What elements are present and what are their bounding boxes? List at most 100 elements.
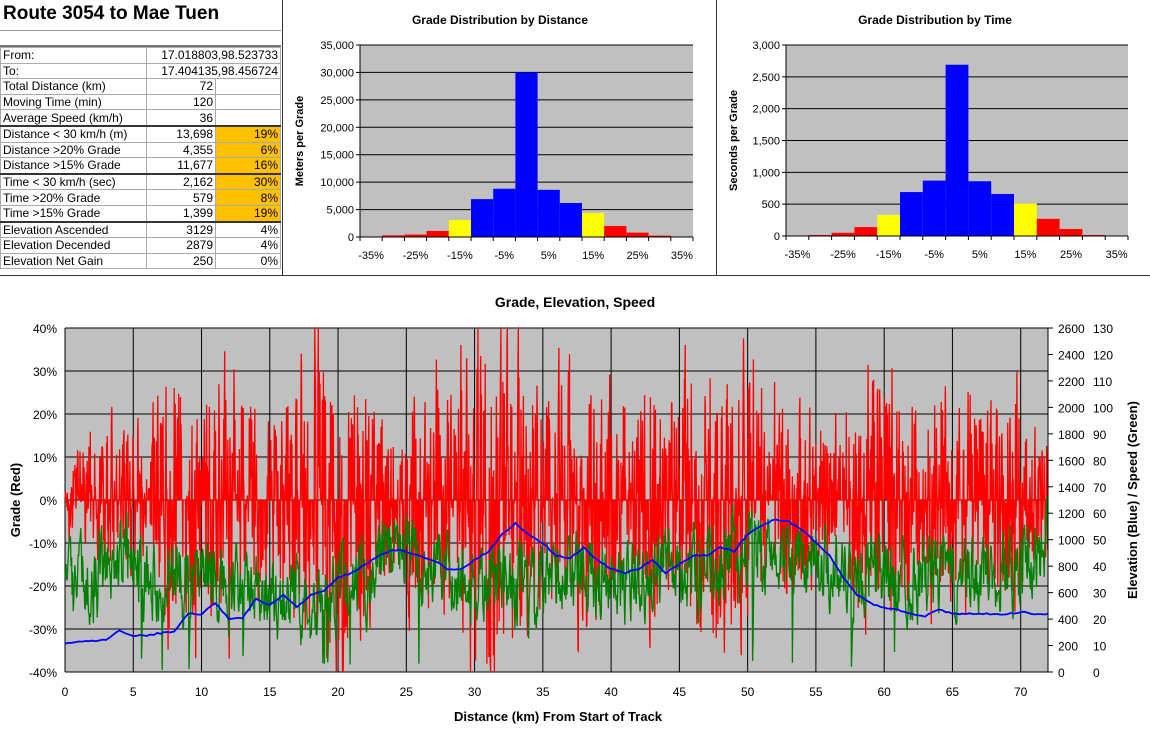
x-tick-label: 35 xyxy=(536,685,550,699)
y2-elevation-tick-label: 2400 xyxy=(1058,348,1085,362)
bar-20% xyxy=(1036,218,1060,236)
divider xyxy=(282,0,283,275)
stats-row: From: 17.018803,98.523733 xyxy=(0,47,281,64)
x-tick-label: 60 xyxy=(877,685,891,699)
stats-row: Average Speed (km/h) 36 xyxy=(0,109,281,127)
y-axis-title: Seconds per Grade xyxy=(728,90,740,191)
chart-title: Grade, Elevation, Speed xyxy=(495,294,655,310)
y2-elevation-tick-label: 2600 xyxy=(1058,322,1085,336)
y-tick-label: 20% xyxy=(33,408,57,422)
x-tick-label: 10 xyxy=(195,685,209,699)
bar--5% xyxy=(493,188,516,237)
bar-20% xyxy=(604,226,627,237)
bar--30% xyxy=(382,235,405,237)
y-tick-label: -10% xyxy=(29,537,57,551)
stats-row: Distance < 30 km/h (m) 13,698 19% xyxy=(0,124,281,143)
y2-elevation-tick-label: 400 xyxy=(1058,613,1078,627)
y2-elevation-tick-label: 2000 xyxy=(1058,401,1085,415)
stats-row: Elevation Ascended 3129 4% xyxy=(0,220,281,239)
y2-speed-tick-label: 70 xyxy=(1093,481,1107,495)
x-axis-title: Distance (km) From Start of Track xyxy=(454,709,663,724)
bar-15% xyxy=(582,212,605,237)
bar--10% xyxy=(900,192,923,236)
stat-percent: 0% xyxy=(215,252,281,270)
bar-25% xyxy=(626,232,649,237)
bar-15% xyxy=(1014,203,1037,236)
x-tick-label: 5% xyxy=(541,250,557,262)
stat-percent: 6% xyxy=(215,141,281,159)
stats-row: Elevation Decended 2879 4% xyxy=(0,237,281,254)
y-tick-label: 40% xyxy=(33,322,57,336)
y2-speed-tick-label: 10 xyxy=(1093,640,1107,654)
bar--10% xyxy=(471,199,494,237)
y2-elevation-tick-label: 1000 xyxy=(1058,534,1085,548)
y2-elevation-tick-label: 2200 xyxy=(1058,375,1085,389)
y-tick-label: 10% xyxy=(33,451,57,465)
x-tick-label: 35% xyxy=(671,250,693,262)
y-axis-title: Grade (Red) xyxy=(8,463,23,537)
y2-speed-tick-label: 50 xyxy=(1093,534,1107,548)
x-tick-label: 30 xyxy=(468,685,482,699)
y2-elevation-tick-label: 1200 xyxy=(1058,507,1085,521)
elevation-series-line xyxy=(64,518,1049,645)
x-tick-label: -15% xyxy=(876,249,902,261)
x-tick-label: -35% xyxy=(785,249,811,261)
bar-0% xyxy=(515,72,538,237)
y2-elevation-tick-label: 1400 xyxy=(1058,481,1085,495)
x-tick-label: -25% xyxy=(403,250,429,262)
y2-speed-tick-label: 90 xyxy=(1093,428,1107,442)
x-tick-label: -5% xyxy=(924,249,944,261)
stat-percent: 19% xyxy=(215,124,281,143)
y-tick-label: 0 xyxy=(348,232,354,244)
chart-title: Grade Distribution by Distance xyxy=(412,13,588,27)
y-tick-label: 20,000 xyxy=(320,122,354,134)
x-tick-label: 55 xyxy=(809,685,823,699)
y2-speed-tick-label: 30 xyxy=(1093,587,1107,601)
x-tick-label: 45 xyxy=(673,685,687,699)
x-tick-label: 70 xyxy=(1014,685,1028,699)
y-tick-label: 15,000 xyxy=(320,150,354,162)
y2-elevation-tick-label: 200 xyxy=(1058,640,1078,654)
stat-label: Elevation Net Gain xyxy=(0,252,147,270)
y-tick-label: 35,000 xyxy=(320,40,354,52)
x-tick-label: -5% xyxy=(495,250,515,262)
y2-axis-title: Elevation (Blue) / Speed (Green) xyxy=(1125,401,1140,599)
bar-10% xyxy=(559,202,582,237)
x-tick-label: 15% xyxy=(1014,249,1036,261)
x-tick-label: 25 xyxy=(400,685,414,699)
y-tick-label: 500 xyxy=(762,199,780,211)
y2-speed-tick-label: 100 xyxy=(1093,401,1113,415)
route-stats-table: Route 3054 to Mae Tuen From: 17.018803,98… xyxy=(0,0,281,270)
bar-0% xyxy=(945,64,969,236)
y2-elevation-tick-label: 600 xyxy=(1058,587,1078,601)
x-tick-label: -35% xyxy=(358,250,384,262)
y2-speed-tick-label: 60 xyxy=(1093,507,1107,521)
bar--15% xyxy=(448,219,471,237)
stat-label: Elevation Ascended xyxy=(0,220,147,239)
bar--20% xyxy=(854,227,878,236)
stat-percent: 30% xyxy=(215,172,281,191)
bar-10% xyxy=(991,193,1014,236)
x-tick-label: 5% xyxy=(972,249,988,261)
y2-speed-tick-label: 80 xyxy=(1093,454,1107,468)
stats-grid: From: 17.018803,98.523733 To: 17.404135,98.… xyxy=(0,47,281,270)
x-tick-label: 25% xyxy=(1060,249,1082,261)
speed-series-line xyxy=(64,495,1049,671)
y-tick-label: 10,000 xyxy=(320,177,354,189)
y2-speed-tick-label: 20 xyxy=(1093,613,1107,627)
x-tick-label: 15% xyxy=(582,250,604,262)
y-tick-label: 3,000 xyxy=(752,40,780,52)
stat-value: 2,162 xyxy=(146,172,216,191)
stats-row: Time >15% Grade 1,399 19% xyxy=(0,204,281,223)
stats-row: Time < 30 km/h (sec) 2,162 30% xyxy=(0,172,281,191)
y2-speed-tick-label: 40 xyxy=(1093,560,1107,574)
y2-elevation-tick-label: 800 xyxy=(1058,560,1078,574)
bar-5% xyxy=(968,181,992,236)
stat-percent: 19% xyxy=(215,204,281,223)
bar-25% xyxy=(1059,228,1083,236)
stat-percent: 4% xyxy=(215,220,281,239)
y2-elevation-tick-label: 0 xyxy=(1058,666,1065,680)
stats-row: Elevation Net Gain 250 0% xyxy=(0,252,281,270)
x-tick-label: 25% xyxy=(626,250,648,262)
bar--25% xyxy=(404,234,427,237)
